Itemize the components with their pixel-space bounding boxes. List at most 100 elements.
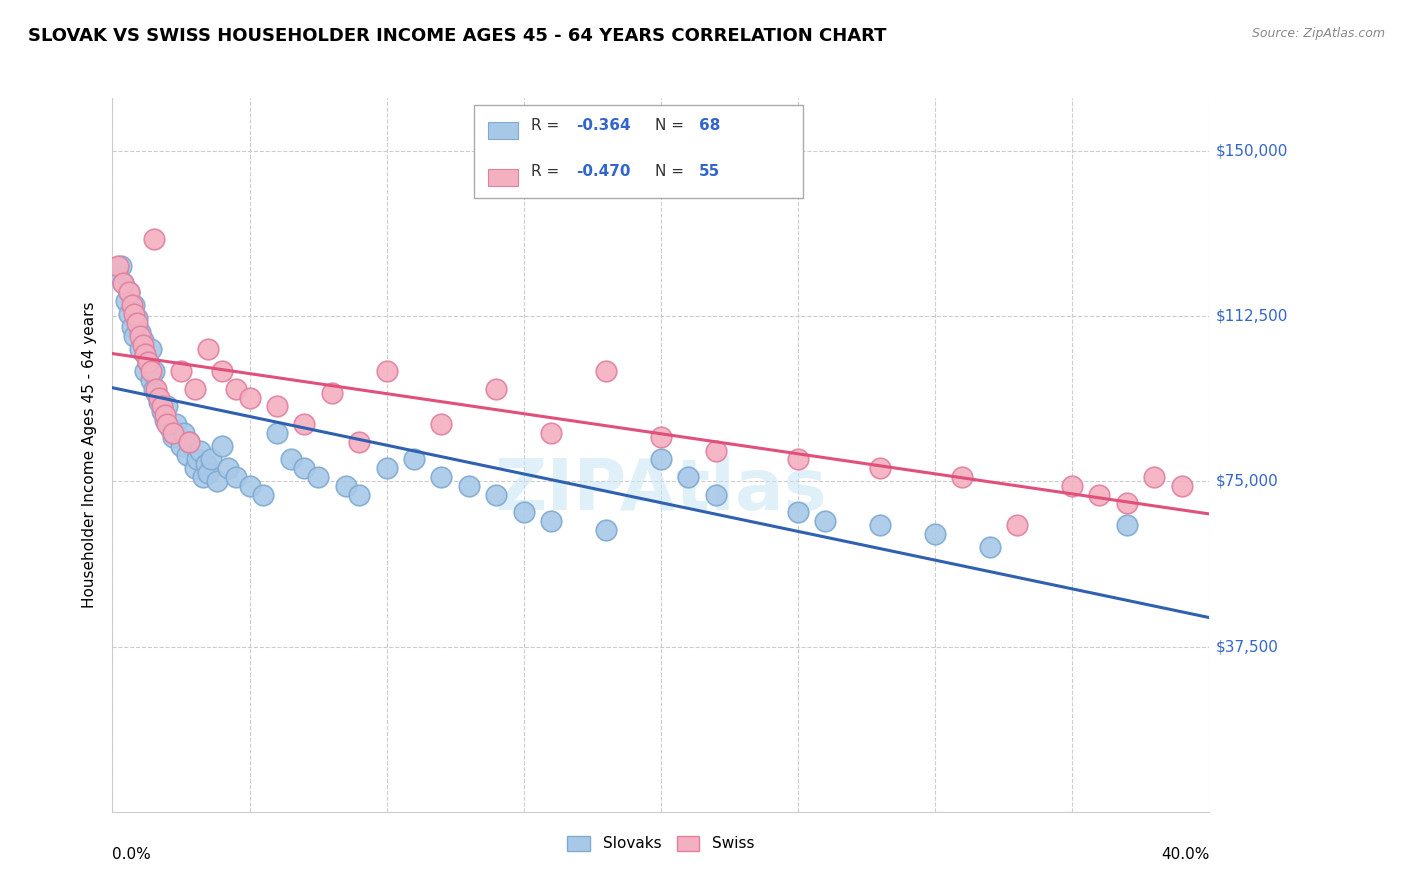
- Point: [485, 382, 508, 396]
- Point: [139, 364, 162, 378]
- Point: [307, 470, 329, 484]
- Point: [134, 346, 156, 360]
- Point: [183, 461, 207, 475]
- Point: [131, 334, 153, 348]
- Point: [134, 346, 156, 360]
- Point: [156, 417, 179, 431]
- Point: [979, 541, 1001, 555]
- Point: [1088, 487, 1111, 501]
- Y-axis label: Householder Income Ages 45 - 64 years: Householder Income Ages 45 - 64 years: [82, 301, 97, 608]
- Text: ZIPAtlas: ZIPAtlas: [495, 456, 827, 525]
- Point: [131, 338, 153, 352]
- Point: [129, 325, 152, 339]
- Point: [294, 461, 316, 475]
- Point: [150, 404, 173, 418]
- Legend: Slovaks, Swiss: Slovaks, Swiss: [561, 830, 761, 857]
- Text: $37,500: $37,500: [1216, 639, 1279, 654]
- Point: [176, 448, 198, 462]
- Text: 55: 55: [699, 164, 720, 179]
- Point: [266, 425, 288, 440]
- Point: [335, 479, 357, 493]
- Point: [142, 382, 165, 396]
- Point: [134, 364, 156, 378]
- Point: [1007, 518, 1029, 533]
- Point: [1062, 479, 1084, 493]
- Bar: [488, 169, 519, 186]
- Text: $112,500: $112,500: [1216, 309, 1288, 324]
- Point: [145, 386, 167, 401]
- Point: [118, 307, 141, 321]
- Point: [430, 470, 453, 484]
- Point: [148, 391, 170, 405]
- Point: [211, 364, 233, 378]
- Text: N =: N =: [655, 118, 689, 133]
- Point: [139, 342, 162, 356]
- Text: -0.364: -0.364: [576, 118, 631, 133]
- Point: [787, 505, 810, 519]
- Point: [118, 285, 141, 299]
- Point: [650, 452, 672, 467]
- Point: [211, 439, 233, 453]
- Point: [153, 409, 176, 423]
- Point: [280, 452, 302, 467]
- Point: [170, 364, 193, 378]
- Point: [205, 475, 228, 489]
- Point: [183, 382, 207, 396]
- Point: [704, 443, 727, 458]
- Point: [200, 452, 222, 467]
- Point: [118, 285, 141, 299]
- Point: [127, 316, 149, 330]
- Point: [159, 421, 181, 435]
- Point: [112, 276, 135, 290]
- Point: [266, 400, 288, 414]
- FancyBboxPatch shape: [474, 105, 803, 198]
- Point: [404, 452, 426, 467]
- Point: [142, 364, 165, 378]
- Text: -0.470: -0.470: [576, 164, 631, 179]
- Text: 40.0%: 40.0%: [1161, 847, 1209, 863]
- Point: [115, 293, 138, 308]
- Point: [129, 342, 152, 356]
- Point: [197, 466, 219, 480]
- Text: Source: ZipAtlas.com: Source: ZipAtlas.com: [1251, 27, 1385, 40]
- Point: [869, 518, 891, 533]
- Point: [197, 342, 219, 356]
- Point: [127, 311, 149, 326]
- Point: [107, 259, 129, 273]
- Point: [124, 329, 146, 343]
- Point: [124, 307, 146, 321]
- Point: [485, 487, 508, 501]
- Point: [124, 298, 146, 312]
- Point: [294, 417, 316, 431]
- Point: [349, 487, 371, 501]
- Point: [1116, 518, 1139, 533]
- Point: [145, 382, 167, 396]
- Text: N =: N =: [655, 164, 689, 179]
- Point: [217, 461, 239, 475]
- Point: [1116, 496, 1139, 510]
- Text: SLOVAK VS SWISS HOUSEHOLDER INCOME AGES 45 - 64 YEARS CORRELATION CHART: SLOVAK VS SWISS HOUSEHOLDER INCOME AGES …: [28, 27, 887, 45]
- Point: [121, 298, 143, 312]
- Text: 68: 68: [699, 118, 721, 133]
- Point: [252, 487, 274, 501]
- Point: [239, 391, 262, 405]
- Point: [1171, 479, 1194, 493]
- Point: [540, 425, 562, 440]
- Point: [148, 395, 170, 409]
- Point: [162, 430, 184, 444]
- Point: [595, 523, 617, 537]
- Point: [321, 386, 343, 401]
- Point: [513, 505, 536, 519]
- Point: [188, 443, 211, 458]
- Bar: [488, 122, 519, 139]
- Text: R =: R =: [531, 164, 565, 179]
- Text: 0.0%: 0.0%: [112, 847, 152, 863]
- Point: [150, 400, 173, 414]
- Point: [179, 434, 201, 449]
- Point: [194, 457, 217, 471]
- Point: [156, 400, 179, 414]
- Point: [179, 434, 201, 449]
- Point: [112, 276, 135, 290]
- Point: [375, 461, 398, 475]
- Point: [191, 470, 214, 484]
